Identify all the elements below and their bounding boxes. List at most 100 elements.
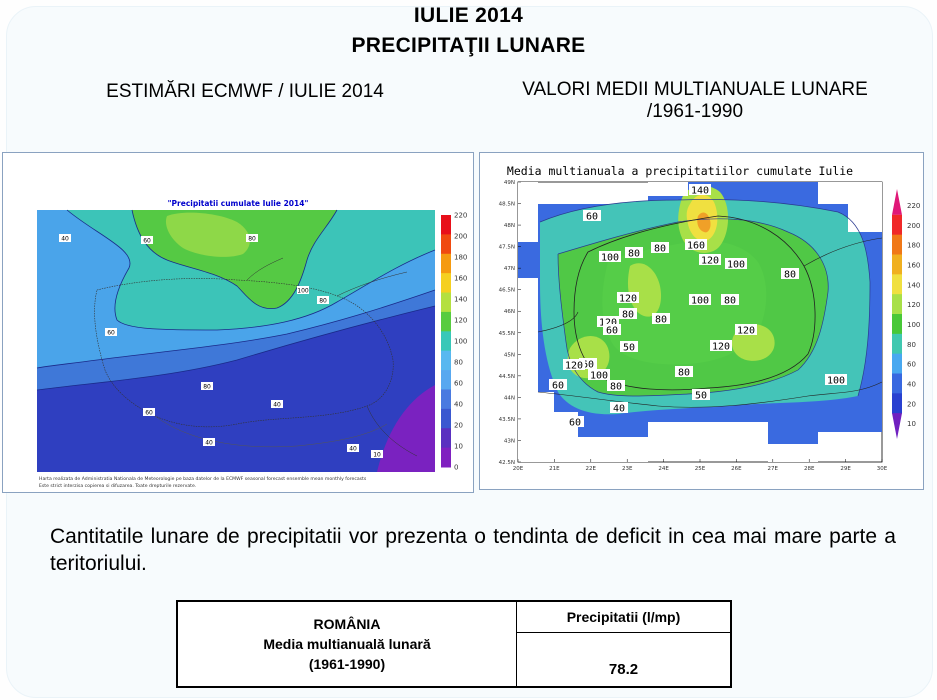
contour-label: 50 [623,343,635,354]
contour-label: 140 [691,186,709,197]
contour-label: 60 [145,410,153,417]
contour-label: 40 [205,440,213,447]
contour-label: 120 [599,318,617,329]
legend-label: 60 [454,380,463,388]
precipitation-table: ROMÂNIA Media multianuală lunară (1961-1… [176,600,732,688]
legend-label: 160 [454,275,467,283]
contour-label: 60 [586,212,598,223]
legend-swatch [441,215,451,235]
contour-label: 60 [606,326,618,337]
contour-label: 120 [619,294,637,305]
contour-label: 100 [297,288,309,295]
lon-tick-label: 26E [731,466,742,472]
lon-tick-label: 25E [695,466,706,472]
neighbor-borders [537,237,883,333]
lat-tick-label: 44.5N [499,374,515,380]
legend-label: 140 [454,296,467,304]
contour-label: 80 [784,270,796,281]
danube-line [154,415,388,448]
legend-label: 180 [907,242,920,250]
contour-label: 100 [727,260,745,271]
right-map-caption: VALORI MEDII MULTIANUALE LUNARE /1961-19… [490,79,900,123]
table-value: 78.2 [516,632,732,688]
right-map-legend: 220 200 180 160 140 120 100 80 60 40 20 10 [892,189,920,439]
contour-label: 40 [61,236,69,243]
table-region: ROMÂNIA [313,616,381,632]
legend-label: 220 [907,202,920,210]
legend-label: 20 [454,422,463,430]
legend-label: 40 [907,380,916,388]
right-contour-labels: 140 160 60 100 80 80 120 100 120 80 100 … [549,184,847,429]
danube-line [537,381,883,408]
ecmwf-map-svg: "Precipitatii cumulate Iulie 2014" [36,199,467,489]
contour-label: 100 [590,371,608,382]
contour-label: 80 [628,249,640,260]
lat-tick-label: 43.5N [499,417,515,423]
contour-label: 80 [248,236,256,243]
lon-tick-label: 28E [804,466,815,472]
contour-label: 60 [569,418,581,429]
zone-10 [377,385,435,472]
table-label-line1: Media multianuală lunară [263,636,431,652]
neighbor-borders [246,257,418,457]
lat-tick-label: 43N [504,438,515,444]
legend-label: 100 [907,321,920,329]
legend-label: 140 [907,281,920,289]
lat-tick-label: 48.5N [499,202,515,208]
legend-swatch [441,273,451,294]
contour-label: 60 [143,238,151,245]
table-label-line2: (1961-1990) [308,656,386,672]
contour-label: 80 [622,310,634,321]
latitude-axis: 49N 48.5N 48N 47.5N 47N 46.5N 46N 45.5N 45N 44.5N… [499,180,521,466]
legend-swatch [892,373,902,394]
lon-tick-label: 21E [549,466,560,472]
lon-tick-label: 24E [658,466,669,472]
legend-swatch [892,274,902,295]
legend-label: 220 [454,212,467,220]
legend-label: 100 [454,338,467,346]
lat-tick-label: 47.5N [499,245,515,251]
contour-label: 120 [737,326,755,337]
left-map-footer-line1: Harta realizata de Administratia Nationa… [39,476,367,482]
legend-swatch [441,350,451,371]
legend-swatch [441,331,451,352]
climatology-map: Media multianuala a precipitatiilor cumu… [479,152,924,490]
legend-swatch [892,254,902,275]
legend-swatch [892,393,902,414]
climatology-map-svg: Media multianuala a precipitatiilor cumu… [499,164,921,472]
contour-label: 40 [349,446,357,453]
legend-label: 180 [454,254,467,262]
contour-label: 100 [691,296,709,307]
legend-label: 80 [907,341,916,349]
legend-label: 80 [454,359,463,367]
contour-label: 80 [678,368,690,379]
lon-tick-label: 30E [877,466,888,472]
legend-label: 10 [907,420,916,428]
right-caption-line2: /1961-1990 [646,101,744,122]
contour-label: 60 [552,381,564,392]
legend-swatch [441,428,451,449]
legend-label: 120 [907,301,920,309]
lat-tick-label: 46N [504,309,515,315]
no-data-area-north [648,182,882,232]
romania-border [573,215,816,391]
lat-tick-label: 49N [504,180,515,186]
lon-tick-label: 23E [622,466,633,472]
contour-label: 80 [610,382,622,393]
contour-label: 160 [687,241,705,252]
legend-swatch [892,214,902,236]
legend-label: 10 [454,443,463,451]
contour-label: 40 [613,404,625,415]
lat-tick-label: 46.5N [499,288,515,294]
left-map-title: "Precipitatii cumulate Iulie 2014" [168,199,309,208]
left-contour-labels: 40 60 80 100 80 60 80 60 40 40 40 10 [59,234,383,459]
zone-20 [37,306,435,472]
legend-swatch [892,413,902,439]
legend-label: 200 [907,222,920,230]
contour-label: 40 [273,402,281,409]
legend-label: 40 [454,401,463,409]
lon-tick-label: 20E [513,466,524,472]
contour-60 [539,199,871,397]
contour-label: 80 [655,315,667,326]
contour-label: 80 [654,244,666,255]
